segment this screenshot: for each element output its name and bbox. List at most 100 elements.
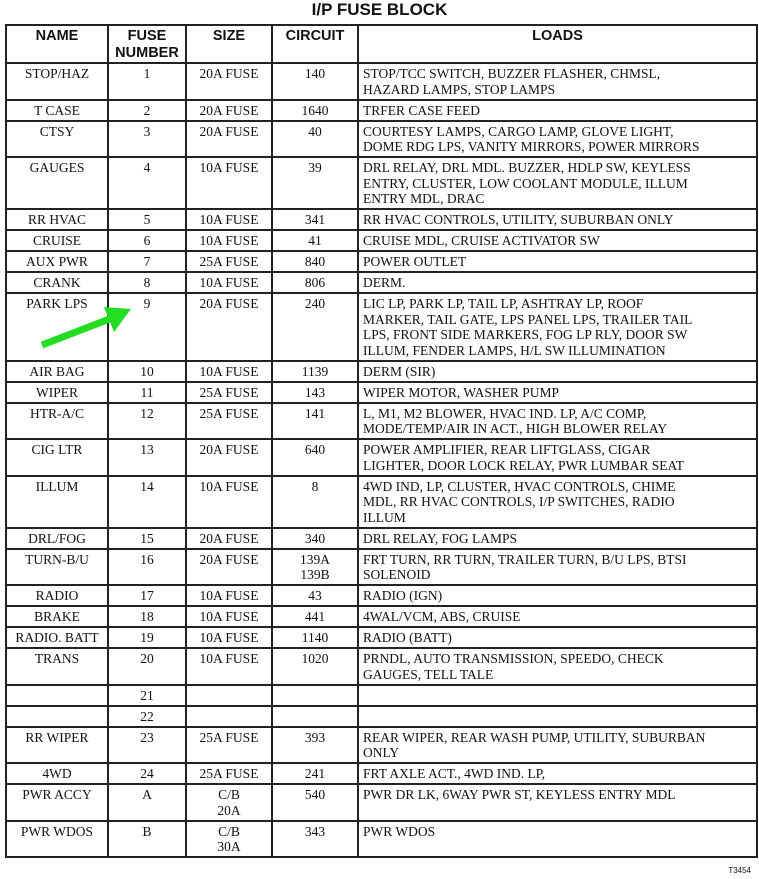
size-cell: 20A FUSE xyxy=(185,62,273,101)
circuit-cell: 143 xyxy=(271,380,359,404)
circuit-cell-line: 143 xyxy=(304,384,326,400)
circuit-cell-line: 8 xyxy=(311,478,319,494)
size-cell-line: C/B xyxy=(218,823,240,839)
fuse-number-cell: 1 xyxy=(107,62,187,101)
name-cell: PWR ACCY xyxy=(5,783,109,822)
name-cell: TRANS xyxy=(5,647,109,686)
name-cell: CRUISE xyxy=(5,229,109,252)
circuit-cell xyxy=(271,683,359,707)
size-cell: 20A FUSE xyxy=(185,98,273,122)
loads-cell-line: DRL RELAY, FOG LAMPS xyxy=(363,530,518,546)
loads-cell: L, M1, M2 BLOWER, HVAC IND. LP, A/C COMP… xyxy=(357,401,758,440)
loads-cell: RR HVAC CONTROLS, UTILITY, SUBURBAN ONLY xyxy=(357,208,758,231)
loads-cell-line: PRNDL, AUTO TRANSMISSION, SPEEDO, CHECK xyxy=(363,651,664,666)
circuit-cell: 341 xyxy=(271,208,359,231)
loads-cell: PWR DR LK, 6WAY PWR ST, KEYLESS ENTRY MD… xyxy=(357,783,758,822)
loads-cell: DERM. xyxy=(357,271,758,294)
table-row: PWR ACCY A C/B 20A 540 PWR DR LK, 6WAY PWR ST… xyxy=(5,783,758,822)
fuse-number-cell: A xyxy=(107,783,187,822)
circuit-cell-line: 139B xyxy=(300,567,330,582)
loads-cell-line: RR HVAC CONTROLS, UTILITY, SUBURBAN ONLY xyxy=(363,212,674,227)
name-cell: DRL/FOG xyxy=(5,526,109,550)
loads-cell-line: ENTRY, CLUSTER, LOW COOLANT MODULE, ILLU… xyxy=(363,175,688,191)
loads-cell-line: MARKER, TAIL GATE, LPS PANEL LPS, TRAILE… xyxy=(363,311,693,327)
name-cell: PARK LPS xyxy=(5,292,109,362)
circuit-cell-line: 140 xyxy=(304,66,326,81)
loads-cell-line: STOP/TCC SWITCH, BUZZER FLASHER, CHMSL, xyxy=(363,66,661,81)
size-cell-line: 20A xyxy=(217,802,241,818)
size-cell: 10A FUSE xyxy=(185,474,273,529)
size-cell-line: 10A FUSE xyxy=(199,588,259,603)
circuit-cell: 241 xyxy=(271,762,359,785)
loads-cell-line: ONLY xyxy=(363,745,400,760)
fuse-number-cell: 2 xyxy=(107,98,187,122)
fuse-number-cell: 6 xyxy=(107,229,187,252)
loads-cell-line: ILLUM xyxy=(363,509,406,525)
loads-cell-line: CRUISE MDL, CRUISE ACTIVATOR SW xyxy=(363,233,600,248)
loads-cell: DRL RELAY, FOG LAMPS xyxy=(357,526,758,550)
size-cell-line: 10A FUSE xyxy=(199,478,259,494)
size-cell-line: C/B xyxy=(218,787,240,802)
size-cell: 10A FUSE xyxy=(185,229,273,252)
size-cell-line: 10A FUSE xyxy=(199,630,259,645)
loads-cell: REAR WIPER, REAR WASH PUMP, UTILITY, SUB… xyxy=(357,725,758,764)
header-loads: LOADS xyxy=(357,24,758,64)
loads-cell: STOP/TCC SWITCH, BUZZER FLASHER, CHMSL, H… xyxy=(357,62,758,101)
circuit-cell: 441 xyxy=(271,605,359,628)
size-cell-line: 25A FUSE xyxy=(199,384,259,400)
size-cell: 20A FUSE xyxy=(185,438,273,477)
circuit-cell: 41 xyxy=(271,229,359,252)
loads-cell-line: LIC LP, PARK LP, TAIL LP, ASHTRAY LP, RO… xyxy=(363,296,644,311)
size-cell: 20A FUSE xyxy=(185,292,273,362)
circuit-cell-line: 340 xyxy=(304,530,326,546)
table-row: DRL/FOG 15 20A FUSE 340 DRL RELAY, FOG LAMPS xyxy=(5,526,758,550)
loads-cell: POWER AMPLIFIER, REAR LIFTGLASS, CIGAR LI… xyxy=(357,438,758,477)
circuit-cell-line: 241 xyxy=(304,766,326,781)
fuse-number-cell: 8 xyxy=(107,271,187,294)
size-cell-line: 10A FUSE xyxy=(199,609,259,624)
loads-cell-line: DERM (SIR) xyxy=(363,363,436,379)
loads-cell: DRL RELAY, DRL MDL. BUZZER, HDLP SW, KEY… xyxy=(357,156,758,210)
fuse-number-cell: 21 xyxy=(107,683,187,707)
circuit-cell: 43 xyxy=(271,584,359,607)
circuit-cell: 39 xyxy=(271,156,359,210)
loads-cell-line: MODE/TEMP/AIR IN ACT., HIGH BLOWER RELAY xyxy=(363,421,668,436)
circuit-cell-line: 139A xyxy=(300,551,330,567)
loads-cell-line: LPS, FRONT SIDE MARKERS, FOG LP RLY, DOO… xyxy=(363,327,688,342)
header-name: NAME xyxy=(5,24,109,64)
circuit-cell xyxy=(271,704,359,728)
fuse-number-cell: B xyxy=(107,819,187,858)
name-cell xyxy=(5,704,109,728)
header-size: SIZE xyxy=(185,24,273,64)
header-circuit: CIRCUIT xyxy=(271,24,359,64)
circuit-cell: 1020 xyxy=(271,647,359,686)
size-cell-line: 20A FUSE xyxy=(199,296,259,311)
loads-cell-line: DOME RDG LPS, VANITY MIRRORS, POWER MIRR… xyxy=(363,139,700,154)
name-cell: RR HVAC xyxy=(5,208,109,231)
loads-cell-line: SOLENOID xyxy=(363,567,431,582)
name-cell xyxy=(5,683,109,707)
page-title: I/P FUSE BLOCK xyxy=(311,0,448,19)
loads-cell-line: MDL, RR HVAC CONTROLS, I/P SWITCHES, RAD… xyxy=(363,494,675,509)
name-cell: CRANK xyxy=(5,271,109,294)
loads-cell-line: DRL RELAY, DRL MDL. BUZZER, HDLP SW, KEY… xyxy=(363,160,691,175)
loads-cell-line: RADIO (IGN) xyxy=(363,588,443,603)
circuit-cell-line: 1139 xyxy=(301,363,329,379)
name-cell: ILLUM xyxy=(5,474,109,529)
loads-cell: PRNDL, AUTO TRANSMISSION, SPEEDO, CHECK G… xyxy=(357,647,758,686)
fuse-number-cell: 18 xyxy=(107,605,187,628)
circuit-cell: 540 xyxy=(271,783,359,822)
loads-cell: 4WAL/VCM, ABS, CRUISE xyxy=(357,605,758,628)
fuse-table: NAME FUSE NUMBER SIZE CIRCUIT LOADS STOP… xyxy=(5,24,758,858)
table-row: ILLUM 14 10A FUSE 8 4WD IND, LP, CLUSTER, HV… xyxy=(5,474,758,529)
table-row: HTR-A/C 12 25A FUSE 141 L, M1, M2 BLOWER, HV… xyxy=(5,401,758,440)
fuse-number-cell: 11 xyxy=(107,380,187,404)
loads-cell: LIC LP, PARK LP, TAIL LP, ASHTRAY LP, RO… xyxy=(357,292,758,362)
circuit-cell: 340 xyxy=(271,526,359,550)
size-cell: 10A FUSE xyxy=(185,271,273,294)
fuse-number-cell: 12 xyxy=(107,401,187,440)
circuit-cell-line: 43 xyxy=(308,588,322,603)
size-cell-line: 25A FUSE xyxy=(199,254,259,269)
size-cell: 25A FUSE xyxy=(185,250,273,273)
loads-cell-line: WIPER MOTOR, WASHER PUMP xyxy=(363,384,560,400)
